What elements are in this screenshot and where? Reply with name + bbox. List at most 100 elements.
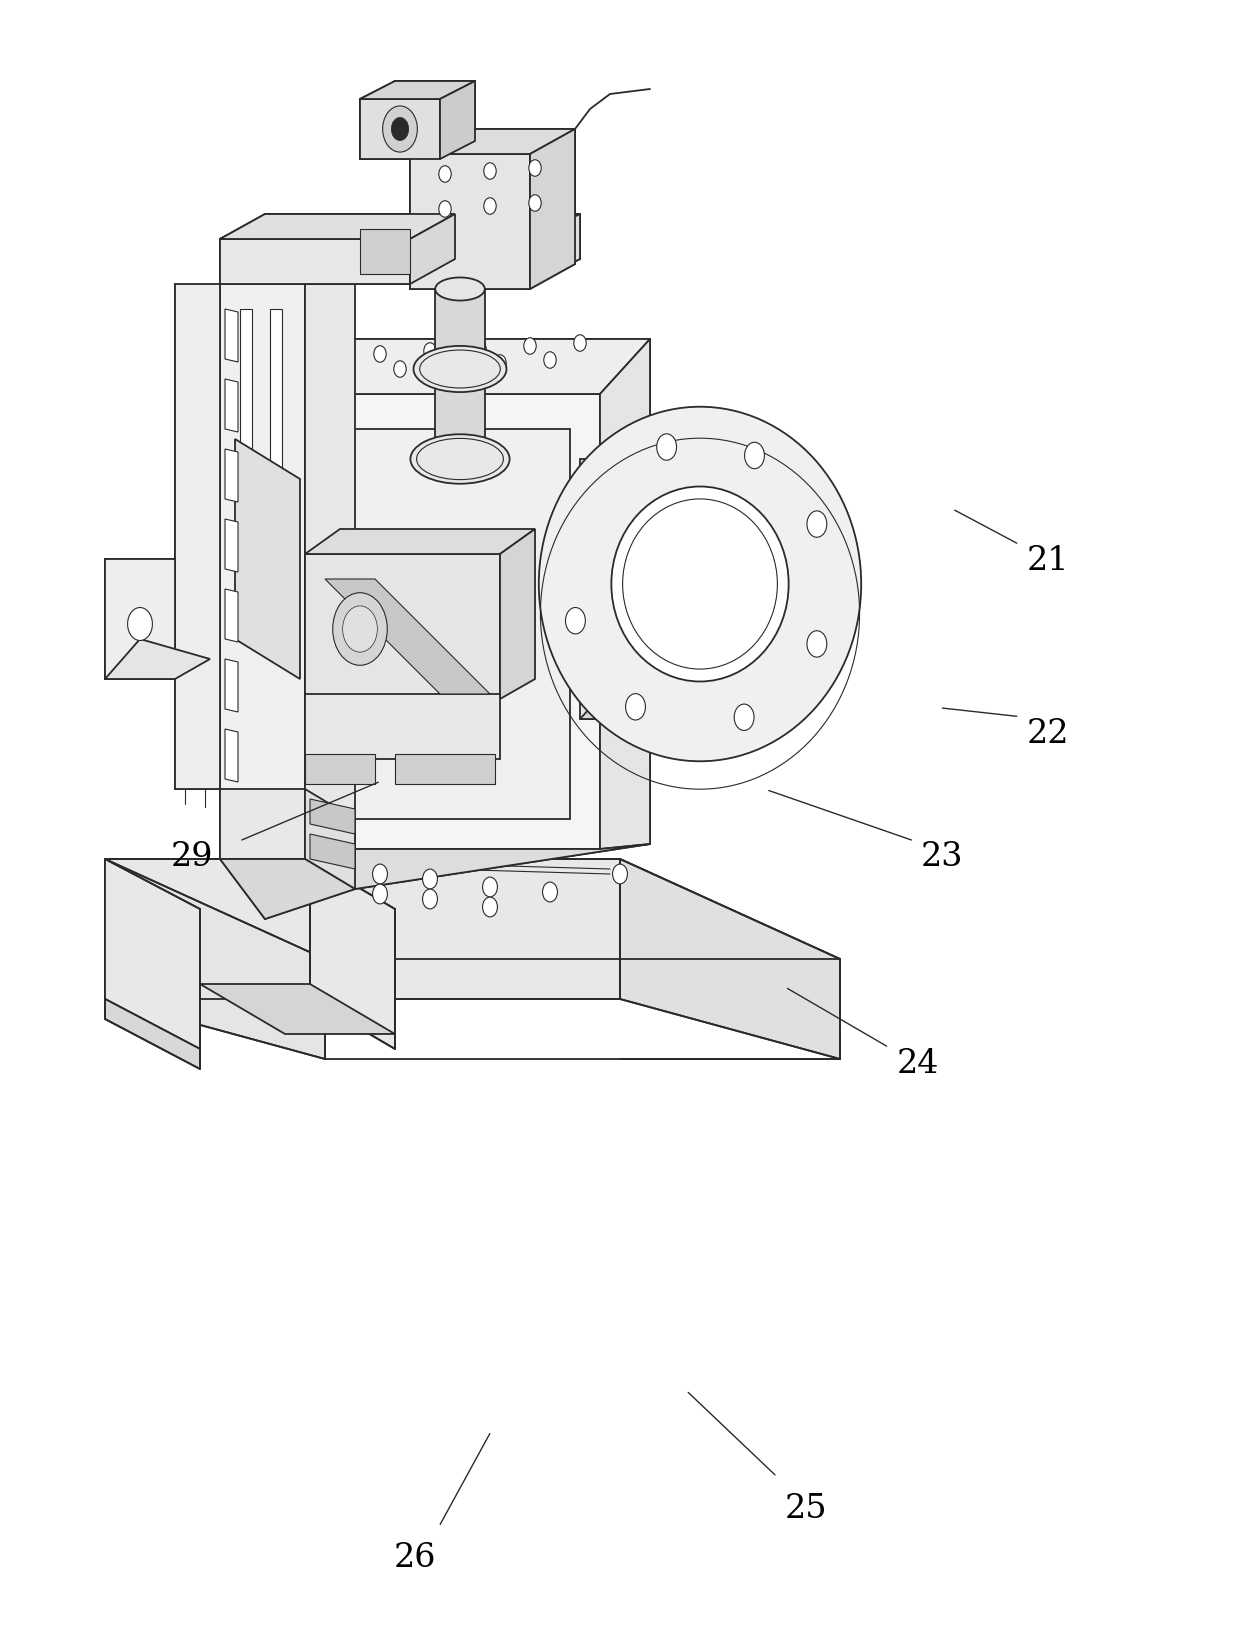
Circle shape bbox=[342, 606, 377, 653]
Polygon shape bbox=[305, 555, 500, 699]
Text: 26: 26 bbox=[394, 1541, 436, 1574]
Polygon shape bbox=[360, 101, 440, 160]
Circle shape bbox=[494, 356, 506, 372]
Polygon shape bbox=[105, 860, 839, 959]
Polygon shape bbox=[310, 799, 355, 834]
Circle shape bbox=[565, 608, 585, 634]
Polygon shape bbox=[660, 435, 711, 720]
Text: 22: 22 bbox=[1027, 717, 1069, 750]
Polygon shape bbox=[305, 789, 355, 890]
Circle shape bbox=[372, 865, 387, 885]
Polygon shape bbox=[529, 214, 580, 285]
Polygon shape bbox=[219, 860, 355, 920]
Polygon shape bbox=[224, 659, 238, 712]
Polygon shape bbox=[224, 310, 238, 363]
Text: 25: 25 bbox=[785, 1491, 827, 1524]
Polygon shape bbox=[175, 285, 219, 789]
Circle shape bbox=[807, 631, 827, 658]
Circle shape bbox=[332, 593, 387, 666]
Circle shape bbox=[543, 883, 558, 903]
Polygon shape bbox=[224, 730, 238, 783]
Polygon shape bbox=[219, 789, 305, 860]
Circle shape bbox=[626, 694, 646, 720]
Polygon shape bbox=[310, 834, 355, 870]
Circle shape bbox=[734, 705, 754, 732]
Ellipse shape bbox=[410, 435, 510, 485]
Circle shape bbox=[523, 338, 536, 354]
Polygon shape bbox=[410, 214, 455, 285]
Polygon shape bbox=[224, 450, 238, 503]
Circle shape bbox=[383, 107, 418, 153]
Polygon shape bbox=[305, 339, 650, 396]
Polygon shape bbox=[435, 290, 485, 460]
Polygon shape bbox=[305, 844, 650, 890]
Polygon shape bbox=[529, 130, 575, 290]
Circle shape bbox=[394, 361, 407, 377]
Circle shape bbox=[528, 196, 541, 213]
Polygon shape bbox=[270, 310, 281, 620]
Polygon shape bbox=[620, 860, 839, 1060]
Text: 24: 24 bbox=[897, 1046, 939, 1079]
Circle shape bbox=[744, 443, 764, 470]
Circle shape bbox=[613, 865, 627, 885]
Polygon shape bbox=[224, 590, 238, 643]
Polygon shape bbox=[105, 999, 200, 1070]
Ellipse shape bbox=[611, 488, 789, 682]
Ellipse shape bbox=[539, 407, 862, 761]
Text: 23: 23 bbox=[921, 840, 963, 873]
Polygon shape bbox=[305, 529, 534, 555]
Polygon shape bbox=[105, 560, 175, 679]
Polygon shape bbox=[305, 396, 600, 849]
Polygon shape bbox=[500, 529, 534, 699]
Circle shape bbox=[444, 359, 456, 376]
Polygon shape bbox=[305, 755, 374, 784]
Polygon shape bbox=[360, 82, 475, 101]
Polygon shape bbox=[219, 241, 305, 839]
Polygon shape bbox=[105, 860, 325, 1060]
Circle shape bbox=[439, 166, 451, 183]
Polygon shape bbox=[105, 639, 210, 679]
Circle shape bbox=[482, 898, 497, 918]
Polygon shape bbox=[236, 440, 300, 679]
Ellipse shape bbox=[435, 279, 485, 302]
Polygon shape bbox=[105, 860, 200, 1050]
Circle shape bbox=[423, 890, 438, 910]
Polygon shape bbox=[200, 984, 396, 1035]
Polygon shape bbox=[360, 229, 410, 275]
Circle shape bbox=[439, 201, 451, 218]
Circle shape bbox=[372, 885, 387, 905]
Text: 29: 29 bbox=[171, 840, 213, 873]
Circle shape bbox=[484, 199, 496, 216]
Circle shape bbox=[528, 160, 541, 176]
Ellipse shape bbox=[413, 346, 506, 392]
Circle shape bbox=[574, 336, 587, 353]
Text: 21: 21 bbox=[1027, 544, 1069, 577]
Polygon shape bbox=[219, 241, 410, 285]
Polygon shape bbox=[219, 214, 455, 241]
Polygon shape bbox=[219, 241, 529, 285]
Polygon shape bbox=[396, 755, 495, 784]
Polygon shape bbox=[325, 580, 490, 694]
Polygon shape bbox=[580, 460, 660, 720]
Circle shape bbox=[484, 163, 496, 180]
Polygon shape bbox=[219, 214, 580, 241]
Circle shape bbox=[657, 435, 677, 461]
Circle shape bbox=[373, 346, 386, 363]
Polygon shape bbox=[305, 694, 500, 760]
Polygon shape bbox=[580, 664, 711, 720]
Polygon shape bbox=[340, 430, 570, 819]
Polygon shape bbox=[410, 155, 529, 290]
Circle shape bbox=[128, 608, 153, 641]
Polygon shape bbox=[305, 241, 355, 870]
Polygon shape bbox=[600, 339, 650, 849]
Circle shape bbox=[392, 119, 409, 142]
Circle shape bbox=[474, 341, 486, 358]
Polygon shape bbox=[241, 310, 252, 620]
Circle shape bbox=[482, 878, 497, 898]
Polygon shape bbox=[105, 860, 620, 999]
Polygon shape bbox=[410, 130, 575, 155]
Circle shape bbox=[423, 870, 438, 890]
Polygon shape bbox=[224, 379, 238, 433]
Circle shape bbox=[544, 353, 557, 369]
Polygon shape bbox=[224, 519, 238, 572]
